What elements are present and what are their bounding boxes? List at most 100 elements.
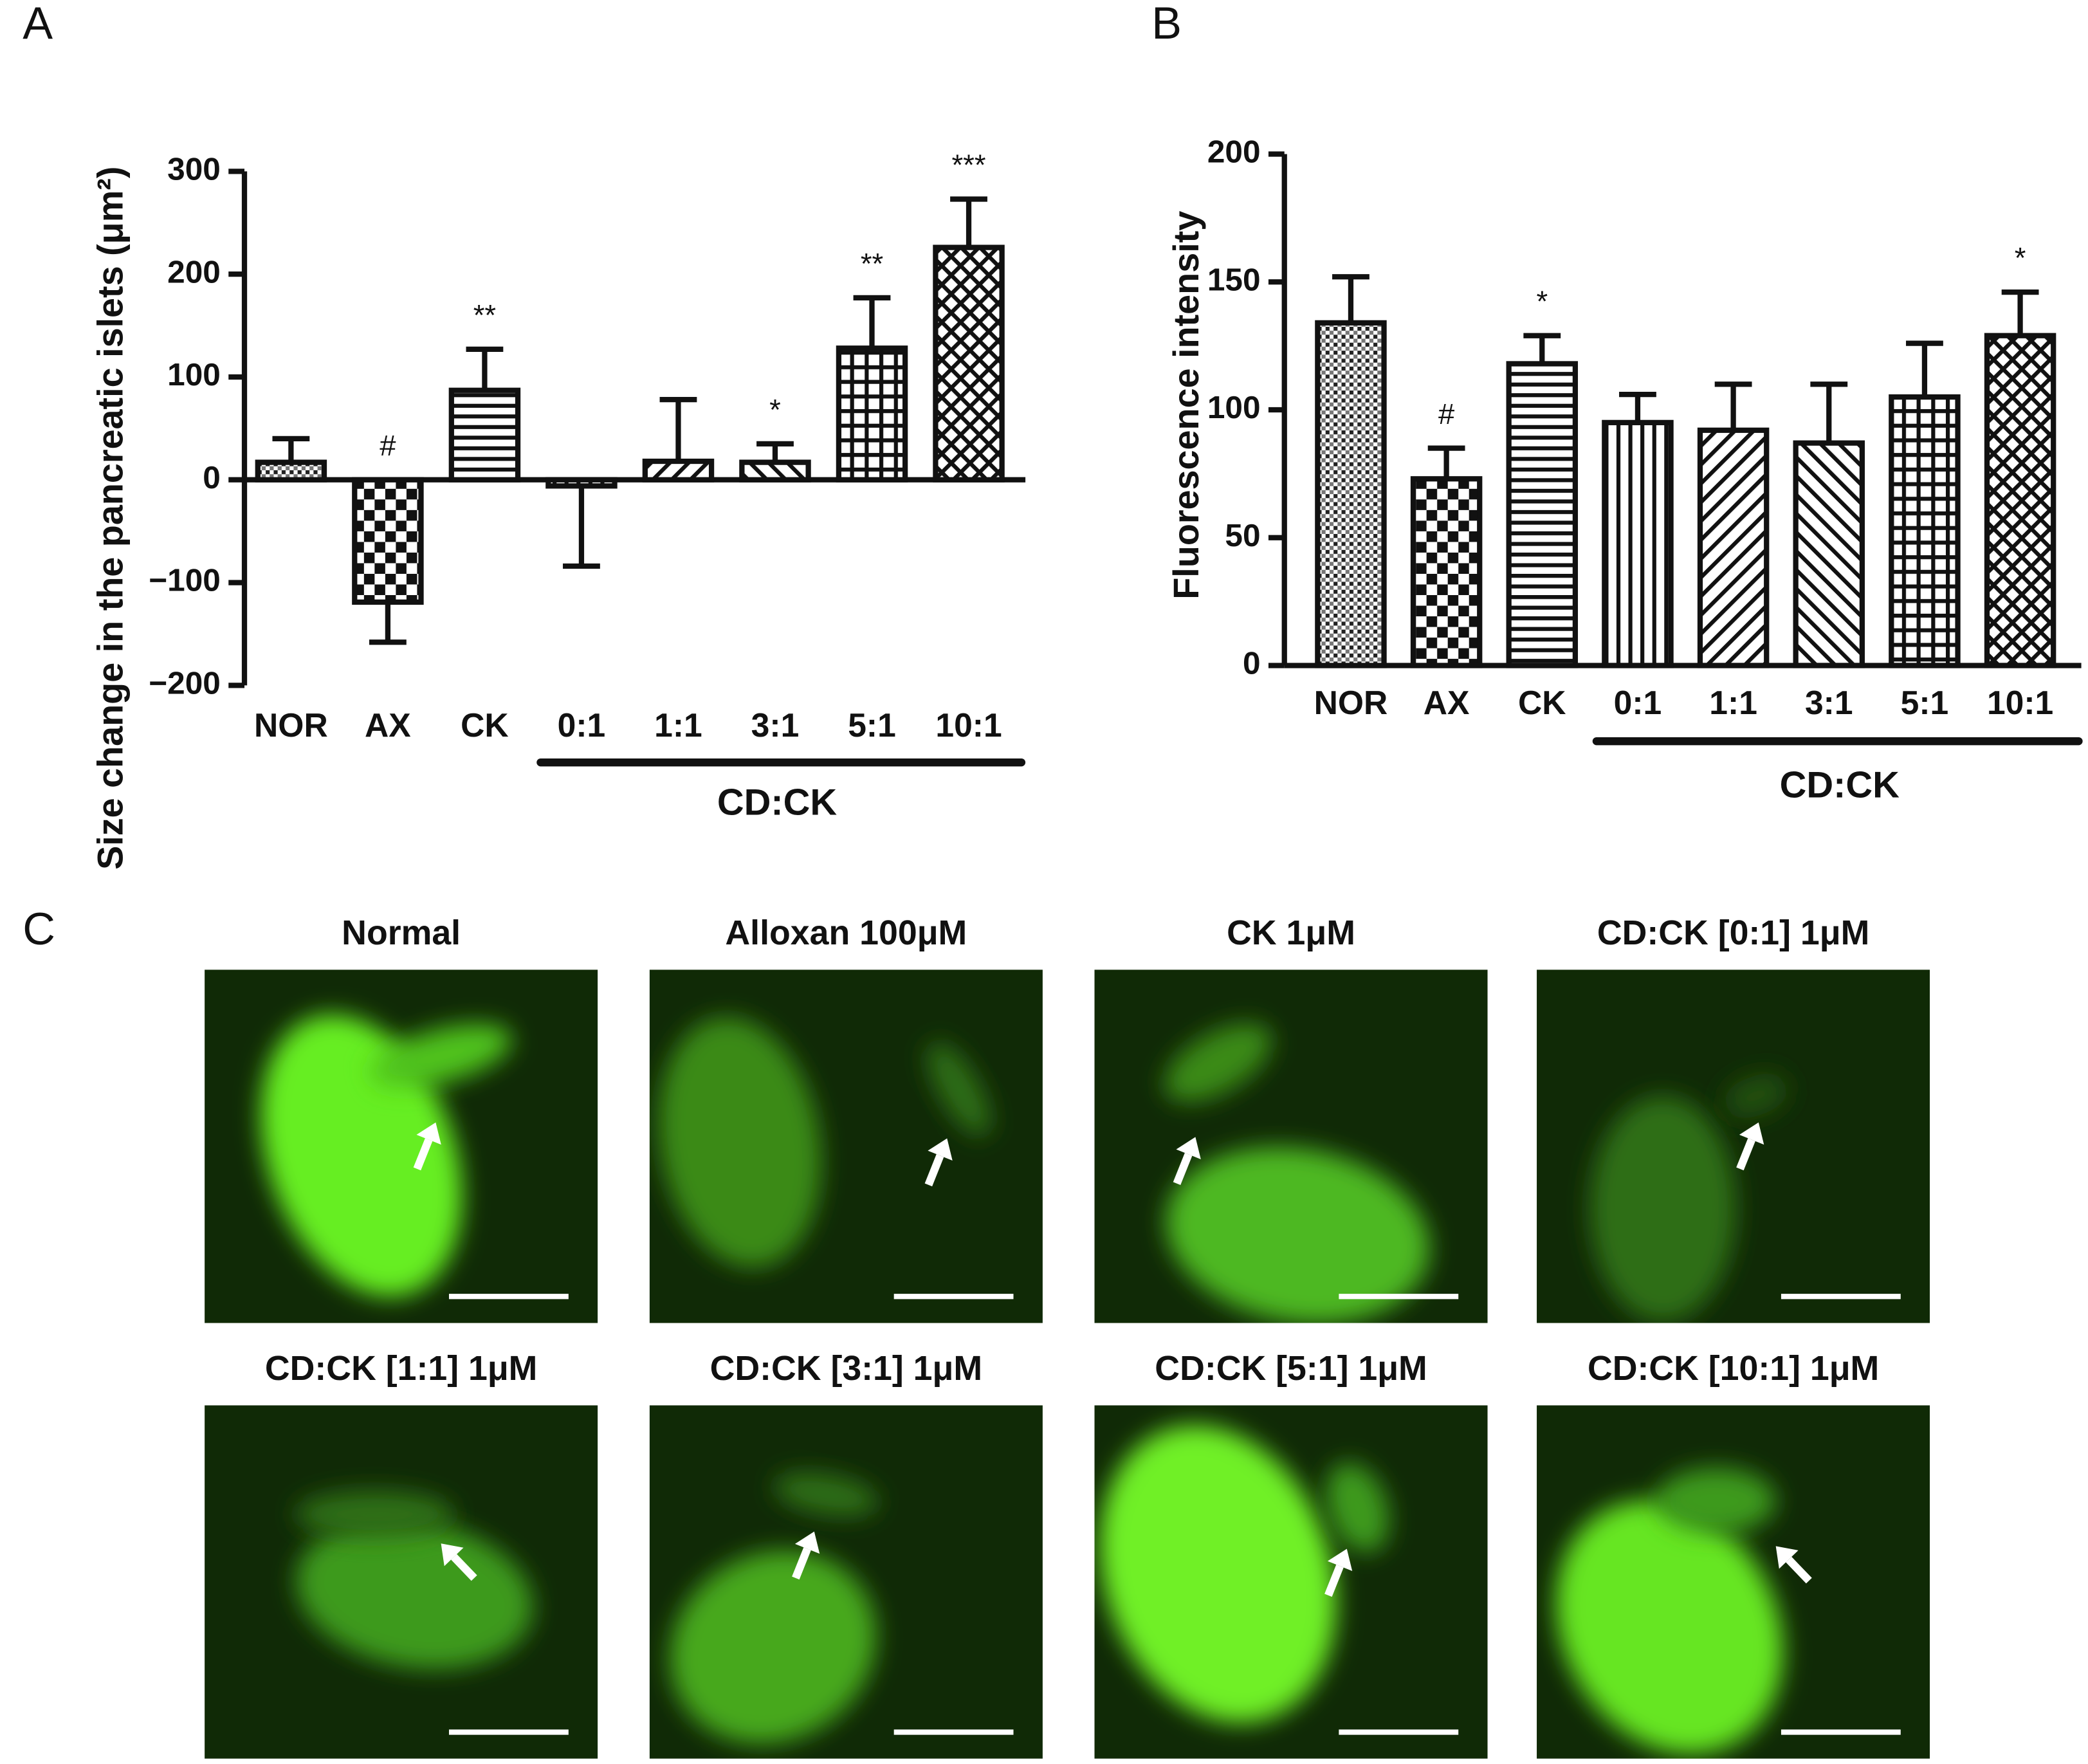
cell xyxy=(1164,1023,1272,1102)
cell xyxy=(658,1017,821,1268)
micrograph xyxy=(1537,1405,1930,1759)
x-tick-label: NOR xyxy=(254,706,328,744)
panel-label: A xyxy=(23,0,53,48)
arrow-shaft xyxy=(1786,1556,1812,1584)
significance-mark: # xyxy=(380,429,396,462)
arrow-shaft xyxy=(1736,1138,1755,1171)
bar xyxy=(739,459,811,482)
bar xyxy=(255,459,327,482)
x-tick-label: 5:1 xyxy=(1901,684,1949,721)
bar xyxy=(933,244,1005,482)
x-tick-label: CK xyxy=(461,706,509,744)
x-tick-label: NOR xyxy=(1314,684,1388,721)
arrow-shaft xyxy=(1324,1565,1344,1597)
micrograph xyxy=(1094,1405,1488,1759)
x-tick-label: 0:1 xyxy=(1614,684,1662,721)
y-tick-label: 50 xyxy=(1225,517,1260,553)
cell xyxy=(370,1024,512,1089)
cell xyxy=(1589,1096,1736,1322)
arrow-shaft xyxy=(451,1554,477,1581)
x-tick-label: 10:1 xyxy=(1987,684,2053,721)
bar xyxy=(1793,440,1865,668)
y-axis-label: Size change in the pancreatic islets (μm… xyxy=(90,167,130,870)
micrograph xyxy=(205,969,598,1323)
x-tick-label: 3:1 xyxy=(1805,684,1853,721)
y-tick-label: 0 xyxy=(203,459,221,495)
cell xyxy=(1325,1462,1389,1553)
bar xyxy=(1602,419,1674,668)
arrow-head xyxy=(928,1138,953,1161)
x-tick-label: CK xyxy=(1518,684,1566,721)
arrow-shaft xyxy=(413,1138,433,1171)
y-tick-label: 300 xyxy=(167,151,221,187)
micrograph xyxy=(1537,969,1930,1323)
significance-mark: * xyxy=(2015,242,2026,275)
panel-label: B xyxy=(1151,0,1182,48)
cell xyxy=(927,1042,991,1137)
micrograph xyxy=(205,1405,598,1759)
y-tick-label: 100 xyxy=(1207,389,1261,425)
arrow-head xyxy=(1775,1546,1799,1569)
arrow-head xyxy=(1739,1122,1764,1145)
image-title: CD:CK [0:1] 1μM xyxy=(1597,914,1869,952)
arrow-shaft xyxy=(924,1154,944,1187)
y-tick-label: −100 xyxy=(149,562,221,598)
x-tick-label: AX xyxy=(365,706,411,744)
significance-mark: ** xyxy=(861,247,883,280)
image-title: CD:CK [1:1] 1μM xyxy=(265,1349,537,1388)
arrow-shaft xyxy=(792,1547,811,1580)
x-tick-label: 1:1 xyxy=(1709,684,1757,721)
bar xyxy=(1984,333,2056,668)
cell xyxy=(1656,1467,1776,1534)
y-tick-label: 100 xyxy=(167,356,221,392)
y-tick-label: 150 xyxy=(1207,261,1261,297)
group-label: CD:CK xyxy=(1780,765,1900,806)
cell xyxy=(296,1519,533,1669)
micrograph xyxy=(649,969,1043,1323)
bar xyxy=(1697,427,1770,668)
y-tick-label: 200 xyxy=(167,253,221,289)
bar xyxy=(1315,320,1387,668)
panel-label: C xyxy=(23,903,55,954)
x-tick-label: 3:1 xyxy=(751,706,800,744)
bar xyxy=(836,345,908,482)
bar xyxy=(642,458,715,482)
image-title: Alloxan 100μM xyxy=(725,914,967,952)
bar xyxy=(352,477,424,605)
y-axis-label: Fluorescence intensity xyxy=(1166,211,1206,600)
significance-mark: * xyxy=(769,393,781,426)
group-label: CD:CK xyxy=(717,782,837,823)
x-tick-label: 5:1 xyxy=(848,706,896,744)
cell xyxy=(670,1550,877,1744)
arrow-shaft xyxy=(1173,1152,1193,1186)
micrograph xyxy=(1094,969,1488,1323)
cell xyxy=(1724,1074,1788,1118)
cell xyxy=(1166,1147,1430,1323)
significance-mark: *** xyxy=(952,149,986,181)
arrow-head xyxy=(416,1122,441,1145)
bar xyxy=(1410,476,1483,668)
bar xyxy=(1506,361,1579,668)
significance-mark: ** xyxy=(473,299,496,331)
arrow-head xyxy=(794,1531,820,1554)
arrow-head xyxy=(1176,1137,1201,1159)
image-title: CD:CK [5:1] 1μM xyxy=(1155,1349,1427,1388)
micrograph xyxy=(649,1405,1043,1759)
bar xyxy=(448,387,521,482)
image-title: Normal xyxy=(342,914,461,952)
cell xyxy=(1556,1500,1783,1754)
cell xyxy=(295,1490,455,1538)
y-tick-label: −200 xyxy=(149,665,221,701)
arrow-head xyxy=(1327,1548,1353,1572)
image-title: CD:CK [10:1] 1μM xyxy=(1588,1349,1879,1388)
arrow-head xyxy=(441,1543,464,1566)
y-tick-label: 0 xyxy=(1243,645,1261,681)
cell xyxy=(773,1473,879,1516)
x-tick-label: 1:1 xyxy=(654,706,702,744)
bar xyxy=(1889,394,1961,668)
x-tick-label: AX xyxy=(1424,684,1470,721)
significance-mark: * xyxy=(1536,285,1548,318)
x-tick-label: 0:1 xyxy=(558,706,606,744)
